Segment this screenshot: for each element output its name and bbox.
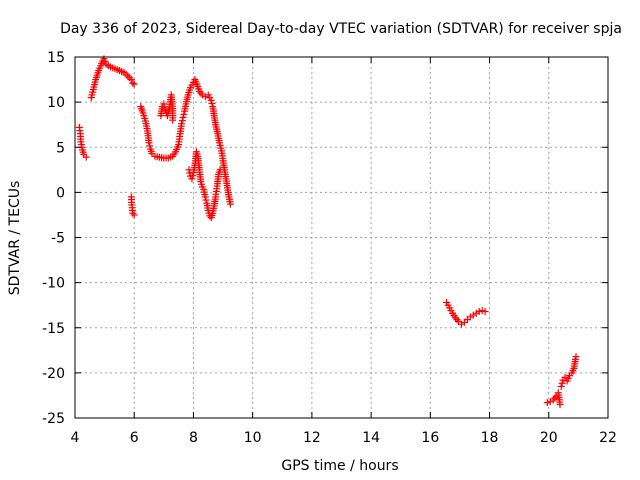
y-tick-label: -20	[42, 366, 65, 382]
data-point	[130, 80, 138, 88]
x-tick-label: 6	[130, 430, 139, 446]
data-point	[475, 308, 483, 316]
x-tick-label: 18	[481, 430, 499, 446]
x-tick-label: 14	[362, 430, 380, 446]
data-point	[481, 308, 489, 316]
y-axis-label: SDTVAR / TECUs	[7, 181, 23, 296]
axis-ticks	[74, 56, 609, 419]
data-point	[189, 172, 197, 180]
data-point	[478, 307, 486, 315]
y-tick-label: -10	[42, 276, 65, 292]
x-tick-label: 20	[540, 430, 558, 446]
y-tick-label: 0	[56, 185, 65, 201]
data-point	[201, 193, 209, 201]
y-tick-label: -25	[42, 411, 65, 427]
y-tick-label: -15	[42, 321, 65, 337]
x-tick-label: 10	[244, 430, 262, 446]
data-point	[179, 113, 187, 121]
grid-lines	[75, 57, 608, 418]
chart-title: Day 336 of 2023, Sidereal Day-to-day VTE…	[60, 21, 622, 37]
data-point	[561, 373, 569, 381]
data-point	[557, 382, 565, 390]
data-point	[551, 394, 559, 402]
y-tick-label: 15	[47, 50, 65, 66]
data-point	[226, 200, 234, 208]
data-point	[178, 117, 186, 125]
y-tick-label: 10	[47, 95, 65, 111]
data-point	[129, 79, 137, 87]
data-point	[146, 142, 154, 150]
data-point	[125, 74, 133, 82]
data-point	[145, 139, 153, 147]
y-tick-label: 5	[56, 140, 65, 156]
data-point	[178, 120, 186, 128]
data-point	[82, 153, 90, 161]
data-point	[127, 76, 135, 84]
y-tick-labels: -25 -20 -15 -10 -5 0 5 10 15	[42, 50, 65, 427]
data-point	[160, 100, 168, 108]
data-point	[202, 196, 210, 204]
y-tick-label: -5	[51, 231, 65, 247]
data-point	[216, 166, 224, 174]
data-series	[75, 55, 580, 408]
data-point	[180, 110, 188, 118]
x-axis-label: GPS time / hours	[281, 458, 398, 474]
x-tick-label: 12	[303, 430, 321, 446]
x-tick-label: 16	[421, 430, 439, 446]
x-tick-label: 4	[71, 430, 80, 446]
data-point	[558, 379, 566, 387]
x-tick-label: 8	[189, 430, 198, 446]
data-point	[130, 211, 138, 219]
x-tick-labels: 4 6 8 10 12 14 16 18 20 22	[71, 430, 617, 446]
data-point	[556, 400, 564, 408]
data-point	[188, 175, 196, 183]
data-point	[572, 353, 580, 361]
data-point	[208, 99, 216, 107]
data-point	[169, 116, 177, 124]
x-tick-label: 22	[599, 430, 617, 446]
data-point	[543, 399, 551, 407]
data-point	[207, 96, 215, 104]
data-point	[124, 72, 132, 80]
